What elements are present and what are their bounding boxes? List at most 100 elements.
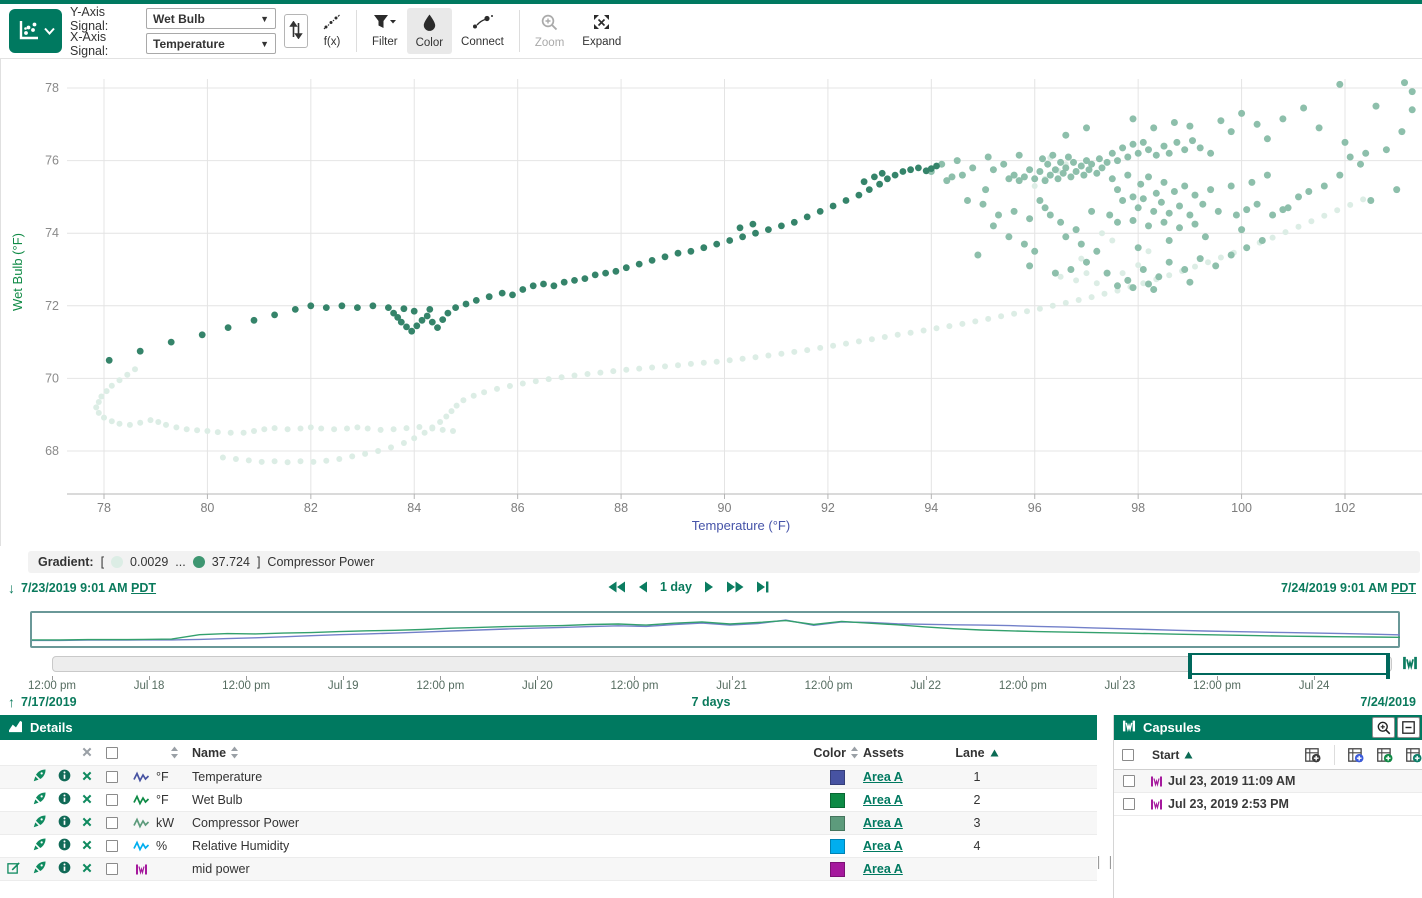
asset-link[interactable]: Area A: [863, 816, 903, 830]
info-icon[interactable]: [58, 861, 71, 877]
scatter-chart[interactable]: 78 80 82 84 86 88 90 92 94 96 98 100 102 68 70 72 74 76 78…: [0, 59, 1422, 546]
capsule-row-checkbox[interactable]: [1123, 775, 1135, 787]
timeline-tick-label: 12:00 pm: [28, 680, 76, 692]
details-row-mid-power[interactable]: mid power Area A: [0, 858, 1097, 881]
remove-icon[interactable]: [82, 839, 92, 853]
info-icon[interactable]: [58, 815, 71, 831]
capsules-zoom-button[interactable]: [1372, 717, 1395, 738]
asset-link[interactable]: Area A: [863, 770, 903, 784]
remove-icon[interactable]: [82, 770, 92, 784]
capsule-time-button[interactable]: [1402, 655, 1418, 674]
info-icon[interactable]: [58, 769, 71, 785]
add-capsule-column-icon[interactable]: [1406, 747, 1422, 763]
gradient-low-dot: [111, 556, 124, 568]
remove-icon[interactable]: [82, 862, 92, 876]
select-all-signals-checkbox[interactable]: [106, 746, 118, 759]
svg-text:70: 70: [45, 371, 59, 385]
color-button[interactable]: Color: [406, 8, 453, 54]
signal-color-swatch[interactable]: [830, 769, 845, 785]
edit-icon[interactable]: [6, 861, 20, 877]
step-back-button[interactable]: [638, 581, 648, 593]
selection-left-handle[interactable]: [1187, 653, 1192, 679]
panel-resize-handle[interactable]: ❘❘: [1093, 853, 1117, 869]
expand-button[interactable]: Expand: [573, 8, 630, 54]
timeline-tick: [1314, 676, 1316, 680]
zoom-magnifier-icon: [541, 14, 558, 34]
pin-to-trend-icon[interactable]: [33, 769, 46, 785]
selection-right-handle[interactable]: [1386, 653, 1391, 679]
range-start-arrow-icon: ↓: [8, 580, 15, 596]
remove-icon[interactable]: [82, 746, 92, 760]
filter-button[interactable]: Filter: [363, 8, 407, 54]
pin-to-trend-icon[interactable]: [33, 861, 46, 877]
sort-icon[interactable]: [230, 746, 239, 759]
signal-row-checkbox[interactable]: [106, 863, 118, 875]
pin-to-trend-icon[interactable]: [33, 838, 46, 854]
signal-row-checkbox[interactable]: [106, 840, 118, 852]
svg-text:98: 98: [1131, 501, 1145, 515]
remove-icon[interactable]: [82, 816, 92, 830]
display-range-start[interactable]: 7/23/2019 9:01 AM PDT: [21, 581, 157, 595]
asset-link[interactable]: Area A: [863, 862, 903, 876]
signal-color-swatch[interactable]: [830, 838, 845, 854]
details-name-column[interactable]: Name: [192, 745, 227, 760]
capsule-row-checkbox[interactable]: [1123, 798, 1135, 810]
info-icon[interactable]: [58, 792, 71, 808]
chart-type-button[interactable]: [9, 9, 62, 53]
sort-icon[interactable]: [170, 746, 179, 759]
capsule-row[interactable]: Jul 23, 2019 2:53 PM: [1114, 793, 1422, 816]
step-to-end-button[interactable]: [756, 581, 769, 593]
signal-color-swatch[interactable]: [830, 815, 845, 831]
svg-text:88: 88: [614, 501, 628, 515]
details-row-compressor-power[interactable]: kW Compressor Power Area A 3: [0, 812, 1097, 835]
sort-icon[interactable]: [850, 746, 859, 759]
details-row-temperature[interactable]: °F Temperature Area A 1: [0, 766, 1097, 789]
details-assets-column[interactable]: Assets: [863, 745, 904, 760]
x-axis-signal-select[interactable]: Temperature ▼: [146, 33, 276, 54]
gradient-open-bracket: [: [100, 555, 105, 569]
fx-button[interactable]: f(x): [314, 8, 350, 54]
step-back-fast-button[interactable]: [608, 581, 626, 593]
add-capsule-column-icon[interactable]: [1305, 747, 1321, 763]
capsule-row[interactable]: Jul 23, 2019 11:09 AM: [1114, 770, 1422, 793]
details-lane-column[interactable]: Lane: [955, 745, 985, 760]
signal-color-swatch[interactable]: [830, 792, 845, 808]
scrubber-track[interactable]: [52, 656, 1392, 672]
asset-link[interactable]: Area A: [863, 839, 903, 853]
y-axis-signal-select[interactable]: Wet Bulb ▼: [146, 8, 276, 29]
signal-row-checkbox[interactable]: [106, 817, 118, 829]
capsules-start-column[interactable]: Start: [1152, 747, 1180, 762]
details-color-column[interactable]: Color: [813, 745, 846, 760]
add-capsule-column-icon[interactable]: [1377, 747, 1393, 763]
timeline-tick-label: 12:00 pm: [998, 680, 1047, 692]
asset-link[interactable]: Area A: [863, 793, 903, 807]
details-row-relative-humidity[interactable]: % Relative Humidity Area A 4: [0, 835, 1097, 858]
sort-asc-icon[interactable]: [990, 749, 999, 757]
capsule-start-time: Jul 23, 2019 2:53 PM: [1168, 797, 1289, 811]
step-forward-button[interactable]: [704, 581, 714, 593]
sort-asc-icon[interactable]: [1184, 751, 1193, 759]
add-capsule-column-icon[interactable]: [1348, 747, 1364, 763]
signal-row-checkbox[interactable]: [106, 771, 118, 783]
pin-to-trend-icon[interactable]: [33, 792, 46, 808]
swap-axes-button[interactable]: [284, 14, 308, 48]
remove-icon[interactable]: [82, 793, 92, 807]
signal-row-checkbox[interactable]: [106, 794, 118, 806]
capsules-collapse-button[interactable]: [1397, 717, 1420, 738]
investigate-range-duration[interactable]: 7 days: [691, 695, 731, 709]
investigate-range-start[interactable]: 7/17/2019: [21, 695, 77, 709]
investigate-range-end[interactable]: 7/24/2019: [1360, 695, 1416, 709]
connect-button[interactable]: Connect: [452, 8, 513, 54]
pin-to-trend-icon[interactable]: [33, 815, 46, 831]
select-all-capsules-checkbox[interactable]: [1122, 748, 1134, 761]
step-forward-fast-button[interactable]: [726, 581, 744, 593]
signal-color-swatch[interactable]: [830, 861, 845, 877]
scrubber-selection[interactable]: [1187, 653, 1391, 679]
trend-preview-strip[interactable]: [30, 611, 1401, 648]
details-row-wet-bulb[interactable]: °F Wet Bulb Area A 2: [0, 789, 1097, 812]
step-size-label[interactable]: 1 day: [660, 580, 692, 594]
capsules-panel-header: Capsules: [1114, 715, 1422, 740]
display-range-end[interactable]: 7/24/2019 9:01 AM PDT: [1280, 581, 1416, 595]
info-icon[interactable]: [58, 838, 71, 854]
timeline-tick-label: 12:00 pm: [1192, 680, 1241, 692]
